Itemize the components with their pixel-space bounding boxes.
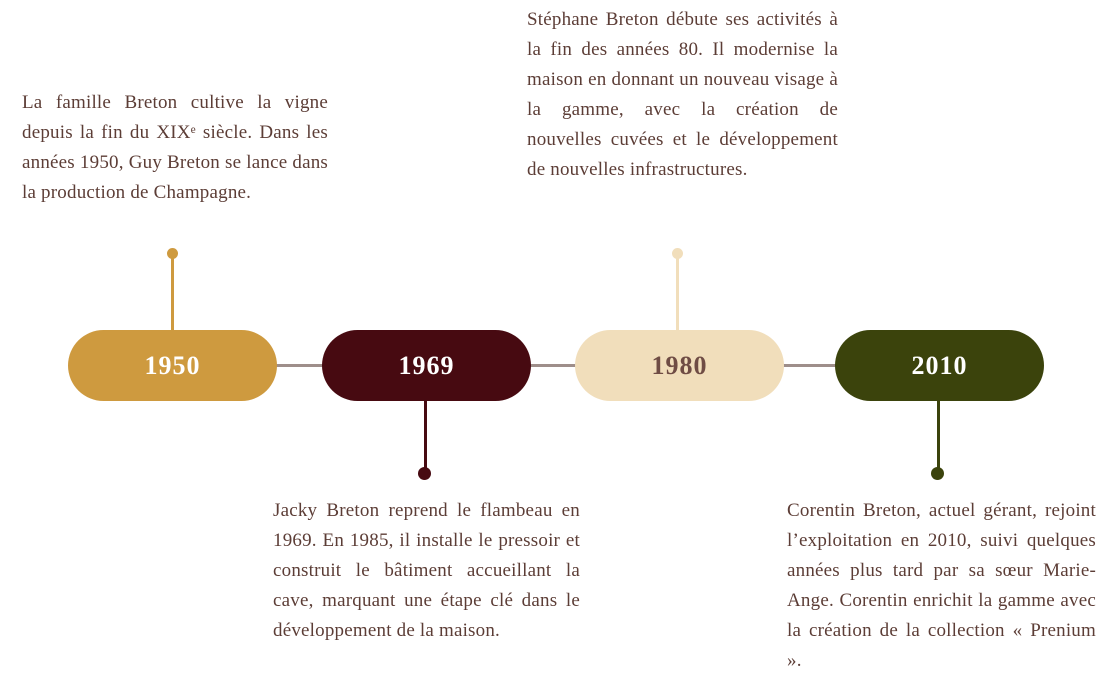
event-description-1980: Stéphane Breton débute ses activités à l…	[527, 9, 838, 180]
connector-stem-2010	[937, 400, 940, 474]
year-label-2010: 2010	[911, 350, 968, 380]
year-pill-1980: 1980	[575, 330, 784, 401]
year-pill-2010: 2010	[835, 330, 1044, 401]
connector-dot-1969	[418, 467, 431, 480]
year-label-1950: 1950	[144, 350, 201, 380]
connector-dot-1950	[167, 248, 178, 259]
event-description-1950: La famille Breton cultive la vigne depui…	[22, 92, 328, 203]
event-description-2010: Corentin Breton, actuel gérant, rejoint …	[787, 500, 1096, 671]
year-label-1969: 1969	[398, 350, 455, 380]
year-label-1980: 1980	[651, 350, 708, 380]
connector-stem-1950	[171, 254, 174, 331]
connector-dot-1980	[672, 248, 683, 259]
year-pill-1969: 1969	[322, 330, 531, 401]
timeline-axis-line	[172, 364, 938, 367]
connector-stem-1980	[676, 254, 679, 331]
year-pill-1950: 1950	[68, 330, 277, 401]
connector-dot-2010	[931, 467, 944, 480]
connector-stem-1969	[424, 400, 427, 474]
event-description-1969: Jacky Breton reprend le flambeau en 1969…	[273, 500, 580, 641]
